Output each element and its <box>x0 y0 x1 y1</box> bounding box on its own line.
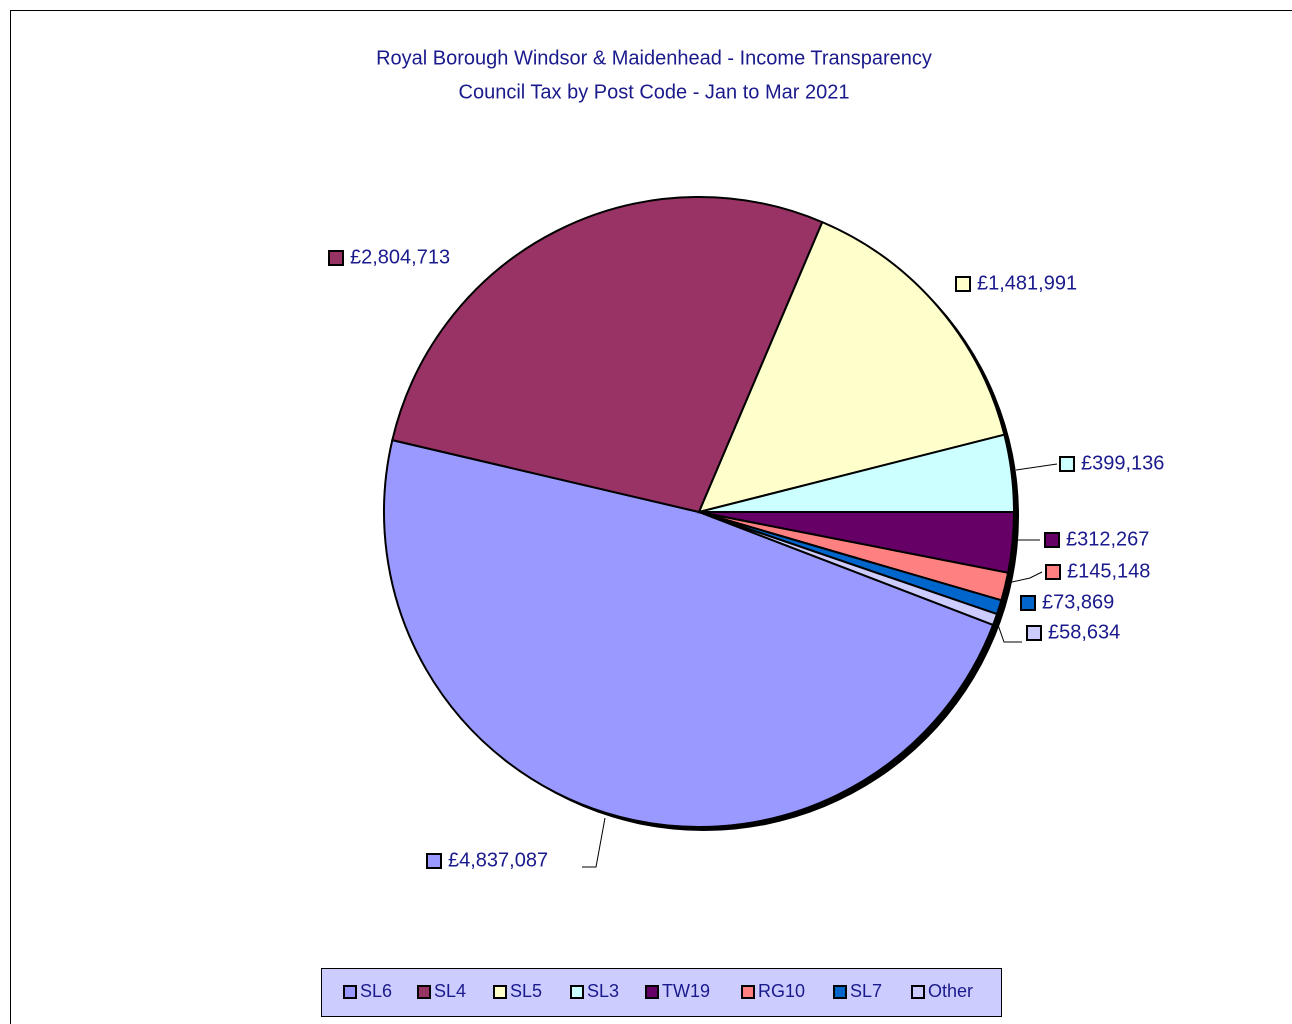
label-swatch <box>328 250 344 266</box>
data-label: £58,634 <box>1048 621 1120 643</box>
leader-line <box>1015 463 1058 471</box>
legend-swatch <box>645 985 659 999</box>
legend-swatch <box>833 985 847 999</box>
legend-swatch <box>493 985 507 999</box>
pie-slice <box>697 220 1006 514</box>
data-label: £1,481,991 <box>977 272 1077 294</box>
data-label: £399,136 <box>1081 452 1164 474</box>
legend-items: SL6 SL4 SL5 SL3 TW19 RG10 SL7 Other <box>343 981 973 1001</box>
legend-label: TW19 <box>662 981 710 1001</box>
legend-label: SL4 <box>434 981 466 1001</box>
label-swatch <box>1026 625 1042 641</box>
legend-swatch <box>570 985 584 999</box>
data-label: £312,267 <box>1066 528 1149 550</box>
pie-slice <box>391 196 824 514</box>
pie-slice <box>698 511 999 627</box>
legend-label: SL3 <box>587 981 619 1001</box>
leader-line <box>582 817 606 868</box>
chart-subtitle: Council Tax by Post Code - Jan to Mar 20… <box>459 81 850 103</box>
legend-swatch <box>343 985 357 999</box>
label-swatch <box>1059 456 1075 472</box>
data-label: £145,148 <box>1067 560 1150 582</box>
label-swatch <box>426 853 442 869</box>
pie-slice <box>383 438 995 828</box>
data-label: £4,837,087 <box>448 849 548 871</box>
label-swatch <box>1020 595 1036 611</box>
legend-swatch <box>911 985 925 999</box>
legend-label: RG10 <box>758 981 805 1001</box>
leader-line <box>996 621 1022 643</box>
label-swatch <box>1045 564 1061 580</box>
legend-label: SL7 <box>850 981 882 1001</box>
data-label: £73,869 <box>1042 591 1114 613</box>
data-label: £2,804,713 <box>350 246 450 268</box>
legend-label: Other <box>928 981 973 1001</box>
legend <box>321 968 1002 1017</box>
label-swatch <box>1044 532 1060 548</box>
leader-line <box>1011 571 1043 583</box>
label-swatch <box>955 276 971 292</box>
legend-swatch <box>741 985 755 999</box>
chart-title: Royal Borough Windsor & Maidenhead - Inc… <box>376 47 932 69</box>
legend-label: SL6 <box>360 981 392 1001</box>
legend-swatch <box>417 985 431 999</box>
legend-label: SL5 <box>510 981 542 1001</box>
